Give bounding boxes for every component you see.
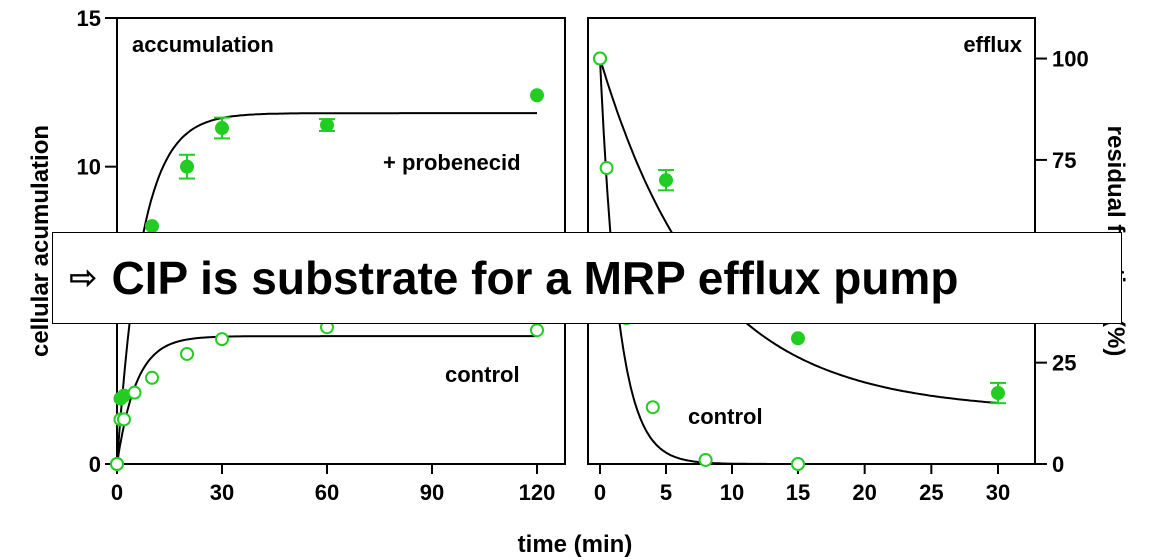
x-tick-label: 10 <box>720 480 744 505</box>
x-tick-label: 20 <box>852 480 876 505</box>
control-right-point <box>593 51 607 66</box>
x-tick-label: 0 <box>111 480 123 505</box>
probenecid-right-point <box>659 173 673 188</box>
left-panel-label: accumulation <box>132 32 274 57</box>
y-tick-label: 15 <box>77 6 101 31</box>
probenecid-left-point <box>180 159 194 174</box>
probenecid-right-point <box>991 386 1005 401</box>
left-x-axis: 0 30 60 90 120 <box>111 464 555 505</box>
control-left-point <box>110 457 124 471</box>
conclusion-banner: ⇨ CIP is substrate for a MRP efflux pump <box>52 232 1122 324</box>
control-left-point <box>180 346 194 361</box>
control-right-point <box>599 161 614 176</box>
control-right-point <box>698 452 713 467</box>
probenecid-left-point <box>145 219 159 234</box>
x-axis-title: time (min) <box>518 531 633 558</box>
x-tick-label: 25 <box>919 480 943 505</box>
y-tick-label: 75 <box>1052 148 1076 173</box>
fit-curve-probenecid-right <box>599 58 999 404</box>
control-label-left: control <box>445 362 520 387</box>
conclusion-text: CIP is substrate for a MRP efflux pump <box>111 252 959 304</box>
x-tick-label: 30 <box>986 480 1010 505</box>
x-tick-label: 90 <box>420 480 444 505</box>
probenecid-label: + probenecid <box>383 150 521 175</box>
control-left-point <box>127 385 142 400</box>
x-tick-label: 120 <box>519 480 556 505</box>
control-right-point <box>791 457 805 471</box>
right-x-axis: 0 5 10 15 20 25 30 <box>594 464 1010 505</box>
x-tick-label: 60 <box>315 480 339 505</box>
probenecid-left-point <box>530 88 544 103</box>
right-panel-label: efflux <box>963 32 1022 57</box>
control-left-point <box>215 332 229 347</box>
control-left-point <box>145 370 159 385</box>
x-tick-label: 5 <box>660 480 672 505</box>
probenecid-right-point <box>791 331 805 346</box>
control-label-right: control <box>688 404 763 429</box>
probenecid-left-point <box>215 121 229 136</box>
data-points <box>110 51 1006 471</box>
y-tick-label: 100 <box>1052 47 1089 72</box>
y-tick-label: 0 <box>1052 452 1064 477</box>
probenecid-left-point <box>320 118 334 133</box>
x-tick-label: 30 <box>210 480 234 505</box>
y-tick-label: 0 <box>89 452 101 477</box>
control-left-point <box>530 323 544 338</box>
x-tick-label: 0 <box>594 480 606 505</box>
fit-curve-control-left <box>116 335 537 465</box>
x-tick-label: 15 <box>786 480 810 505</box>
right-arrow-icon: ⇨ <box>69 258 98 298</box>
y-tick-label: 10 <box>77 155 101 180</box>
control-left-point <box>117 412 131 427</box>
control-right-point <box>645 400 660 415</box>
left-y-axis-title: cellular acumulation <box>27 125 54 357</box>
y-tick-label: 25 <box>1052 351 1076 376</box>
fit-curve-probenecid-left <box>116 112 537 465</box>
